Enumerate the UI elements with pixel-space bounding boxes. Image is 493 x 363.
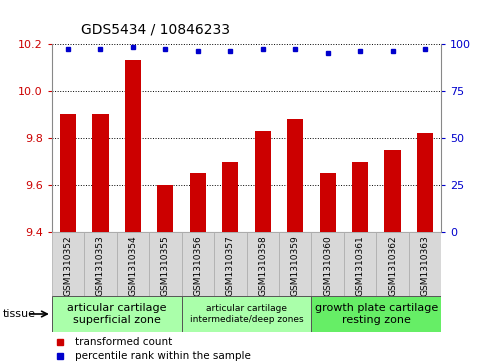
Bar bbox=[409, 232, 441, 296]
Bar bbox=[376, 232, 409, 296]
Bar bbox=[60, 114, 76, 232]
Bar bbox=[279, 232, 312, 296]
Text: GSM1310356: GSM1310356 bbox=[193, 236, 202, 296]
Bar bbox=[117, 232, 149, 296]
Text: GSM1310353: GSM1310353 bbox=[96, 236, 105, 296]
Bar bbox=[246, 232, 279, 296]
Bar bbox=[352, 162, 368, 232]
Text: GSM1310354: GSM1310354 bbox=[128, 236, 138, 296]
Bar bbox=[312, 232, 344, 296]
Bar bbox=[52, 232, 84, 296]
Bar bbox=[222, 162, 239, 232]
Text: GSM1310363: GSM1310363 bbox=[421, 236, 429, 296]
Text: GSM1310352: GSM1310352 bbox=[64, 236, 72, 296]
Bar bbox=[92, 114, 108, 232]
Text: GSM1310361: GSM1310361 bbox=[355, 236, 365, 296]
Text: articular cartilage
intermediate/deep zones: articular cartilage intermediate/deep zo… bbox=[190, 304, 303, 324]
Bar bbox=[319, 174, 336, 232]
Bar bbox=[181, 232, 214, 296]
Bar bbox=[125, 60, 141, 232]
Text: GSM1310358: GSM1310358 bbox=[258, 236, 267, 296]
Bar bbox=[149, 232, 181, 296]
Text: transformed count: transformed count bbox=[75, 337, 173, 347]
Bar bbox=[312, 296, 441, 332]
Text: GSM1310359: GSM1310359 bbox=[291, 236, 300, 296]
Bar bbox=[52, 296, 181, 332]
Text: percentile rank within the sample: percentile rank within the sample bbox=[75, 351, 251, 361]
Text: articular cartilage
superficial zone: articular cartilage superficial zone bbox=[67, 303, 167, 325]
Text: GSM1310355: GSM1310355 bbox=[161, 236, 170, 296]
Text: tissue: tissue bbox=[2, 309, 35, 319]
Text: GDS5434 / 10846233: GDS5434 / 10846233 bbox=[81, 22, 230, 36]
Bar bbox=[385, 150, 401, 232]
Bar bbox=[214, 232, 246, 296]
Text: GSM1310362: GSM1310362 bbox=[388, 236, 397, 296]
Bar bbox=[254, 131, 271, 232]
Bar bbox=[157, 185, 174, 232]
Bar bbox=[190, 174, 206, 232]
Bar bbox=[344, 232, 376, 296]
Text: growth plate cartilage
resting zone: growth plate cartilage resting zone bbox=[315, 303, 438, 325]
Bar bbox=[417, 133, 433, 232]
Bar bbox=[287, 119, 303, 232]
Text: GSM1310357: GSM1310357 bbox=[226, 236, 235, 296]
Bar bbox=[84, 232, 117, 296]
Bar bbox=[181, 296, 312, 332]
Text: GSM1310360: GSM1310360 bbox=[323, 236, 332, 296]
